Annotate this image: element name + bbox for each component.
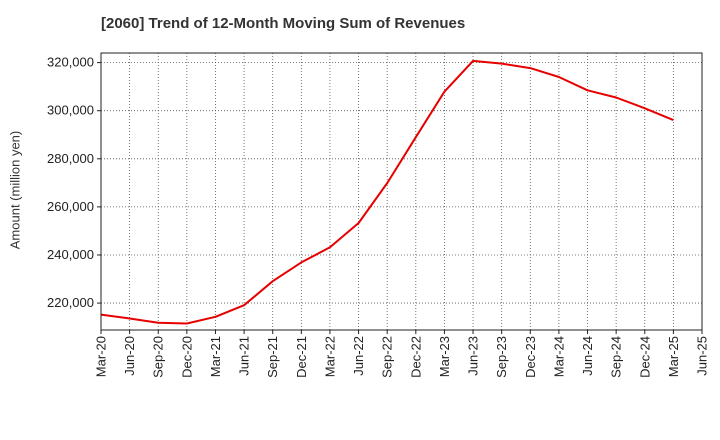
x-tick-label: Jun-24 xyxy=(580,336,595,376)
x-tick-label: Mar-25 xyxy=(666,336,681,377)
x-tick-label: Dec-24 xyxy=(637,336,652,378)
plot-frame xyxy=(100,52,703,331)
x-tick-label: Mar-23 xyxy=(437,336,452,377)
x-tick-label: Mar-24 xyxy=(551,336,566,377)
x-tick-label: Mar-21 xyxy=(208,336,223,377)
series-line xyxy=(100,59,674,325)
x-tick-label: Dec-20 xyxy=(179,336,194,378)
y-tick-label: 280,000 xyxy=(47,151,94,166)
x-tick-label: Sep-23 xyxy=(494,336,509,378)
x-tick-label: Jun-25 xyxy=(695,336,710,376)
x-tick-label: Jun-23 xyxy=(466,336,481,376)
x-tick-label: Dec-23 xyxy=(523,336,538,378)
y-tick-label: 260,000 xyxy=(47,199,94,214)
x-tick-label: Mar-22 xyxy=(322,336,337,377)
x-tick-labels: Mar-20 Jun-20 Sep-20 Dec-20 Mar-21 Jun-21 Sep-… xyxy=(94,330,710,378)
x-tick-label: Jun-20 xyxy=(122,336,137,376)
x-tick-label: Sep-21 xyxy=(265,336,280,378)
x-tick-label: Dec-22 xyxy=(408,336,423,378)
x-tick-label: Sep-24 xyxy=(609,336,624,378)
x-tick-label: Sep-20 xyxy=(151,336,166,378)
y-tick-label: 240,000 xyxy=(47,247,94,262)
y-tick-label: 300,000 xyxy=(47,103,94,118)
chart-title: [2060] Trend of 12-Month Moving Sum of R… xyxy=(101,15,466,32)
x-tick-label: Mar-20 xyxy=(94,336,109,377)
y-tick-label: 220,000 xyxy=(47,295,94,310)
x-tick-label: Dec-21 xyxy=(294,336,309,378)
series-lines xyxy=(100,59,674,325)
x-tick-label: Sep-22 xyxy=(380,336,395,378)
grid-lines xyxy=(101,53,702,330)
x-tick-label: Jun-21 xyxy=(237,336,252,376)
y-tick-labels: 220,000 240,000 260,000 280,000 300,000 320,0… xyxy=(47,55,101,310)
y-tick-label: 320,000 xyxy=(47,55,94,70)
x-tick-label: Jun-22 xyxy=(351,336,366,376)
